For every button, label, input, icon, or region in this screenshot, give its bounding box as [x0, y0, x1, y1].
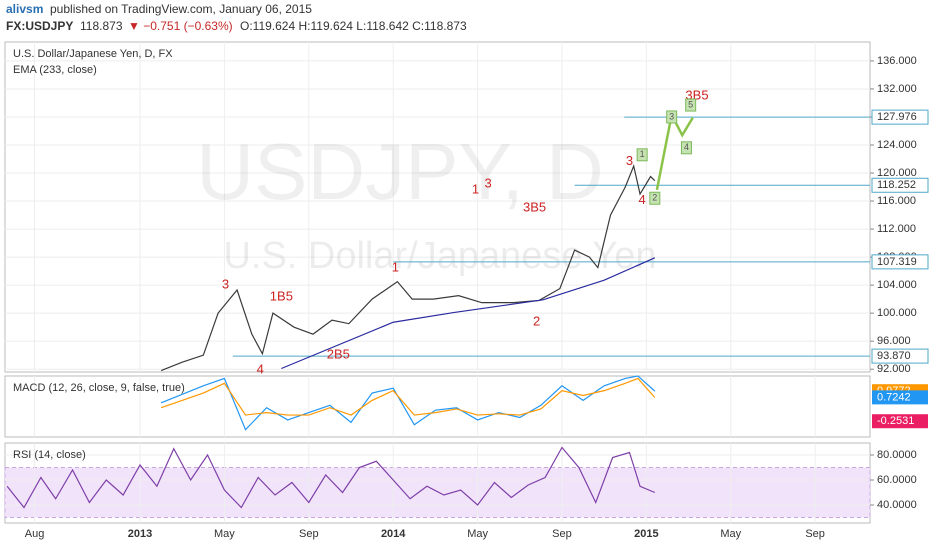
- wave-box-label: 1: [640, 149, 645, 159]
- last-price: 118.873: [80, 19, 123, 33]
- wave-label: 3B5: [523, 199, 546, 214]
- x-tick-label: Sep: [299, 528, 319, 540]
- pane-title: RSI (14, close): [13, 449, 86, 461]
- y-tick-label: 132.000: [877, 83, 917, 95]
- y-tick-label: 96.000: [877, 335, 911, 347]
- y-tick-label: 40.0000: [877, 499, 917, 511]
- change: ▼ −0.751 (−0.63%): [128, 19, 233, 33]
- price-label: 127.976: [877, 111, 917, 123]
- y-tick-label: 112.000: [877, 223, 916, 235]
- price-label: 118.252: [877, 179, 916, 191]
- y-tick-label: 92.000: [877, 363, 911, 375]
- wave-box: [680, 141, 692, 155]
- x-tick-label: 2015: [634, 528, 658, 540]
- value-marker: [872, 390, 928, 405]
- value-marker-label: 0.7242: [877, 391, 911, 403]
- series-line: [6, 446, 656, 509]
- x-tick-label: Sep: [805, 528, 825, 540]
- wave-label: 3: [222, 277, 229, 292]
- value-marker-label: -0.2531: [877, 415, 914, 427]
- x-tick-label: May: [467, 528, 488, 540]
- wave-box-label: 4: [684, 142, 689, 152]
- y-tick-label: 116.000: [877, 195, 916, 207]
- x-tick-label: Sep: [552, 528, 572, 540]
- wave-label: 4: [257, 361, 264, 376]
- price-label-box: [871, 177, 929, 193]
- price-label: 93.870: [877, 350, 911, 362]
- series-line: [655, 111, 694, 191]
- wave-box-label: 3: [669, 111, 674, 121]
- wave-label: 1B5: [270, 288, 293, 303]
- wave-box: [666, 110, 678, 124]
- series-line: [281, 257, 656, 370]
- x-tick-label: Aug: [25, 528, 45, 540]
- y-tick-label: 136.000: [877, 55, 917, 67]
- price-label: 107.319: [877, 256, 917, 268]
- y-tick-label: 104.000: [877, 279, 917, 291]
- wave-box: [685, 98, 697, 112]
- ohlc: O:119.624 H:119.624 L:118.642 C:118.873: [240, 19, 467, 33]
- series-line: [160, 377, 656, 416]
- author[interactable]: alivsm: [6, 2, 43, 16]
- y-tick-label: 60.0000: [877, 474, 917, 486]
- x-tick-label: May: [214, 528, 235, 540]
- pane-title: U.S. Dollar/Japanese Yen, D, FX: [13, 48, 173, 60]
- wave-label: 3: [485, 176, 492, 191]
- value-marker: [872, 414, 928, 429]
- wave-label: 2: [533, 314, 540, 329]
- y-tick-label: 124.000: [877, 139, 917, 151]
- wave-label: 3: [626, 153, 633, 168]
- pane: [4, 41, 871, 373]
- pane-title: MACD (12, 26, close, 9, false, true): [13, 382, 185, 394]
- wave-label: 4: [639, 192, 646, 207]
- wave-label: 2B5: [327, 347, 350, 362]
- wave-box-label: 2: [652, 193, 657, 203]
- x-tick-label: May: [720, 528, 741, 540]
- y-tick-label: 80.0000: [877, 449, 917, 461]
- wave-box-label: 5: [688, 99, 693, 109]
- pane: [4, 375, 871, 438]
- wave-label: 1: [392, 260, 399, 275]
- wave-box: [649, 191, 661, 205]
- y-tick-label: 100.000: [877, 307, 917, 319]
- symbol: FX:USDJPY: [6, 19, 73, 33]
- legend-entry: EMA (233, close): [13, 64, 97, 76]
- x-tick-label: 2013: [128, 528, 152, 540]
- wave-label: 1: [472, 181, 479, 196]
- price-label-box: [871, 348, 929, 364]
- published: published on TradingView.com, January 06…: [50, 2, 312, 16]
- price-label-box: [871, 254, 929, 270]
- price-label-box: [871, 109, 929, 125]
- y-tick-label: 120.000: [877, 167, 917, 179]
- x-tick-label: 2014: [381, 528, 406, 540]
- series-line: [160, 375, 656, 431]
- wave-box: [636, 148, 648, 162]
- series-line: [160, 164, 656, 372]
- watermark-subtitle: U.S. Dollar/Japanese Yen: [223, 235, 656, 277]
- watermark: USDJPY, D: [196, 127, 604, 216]
